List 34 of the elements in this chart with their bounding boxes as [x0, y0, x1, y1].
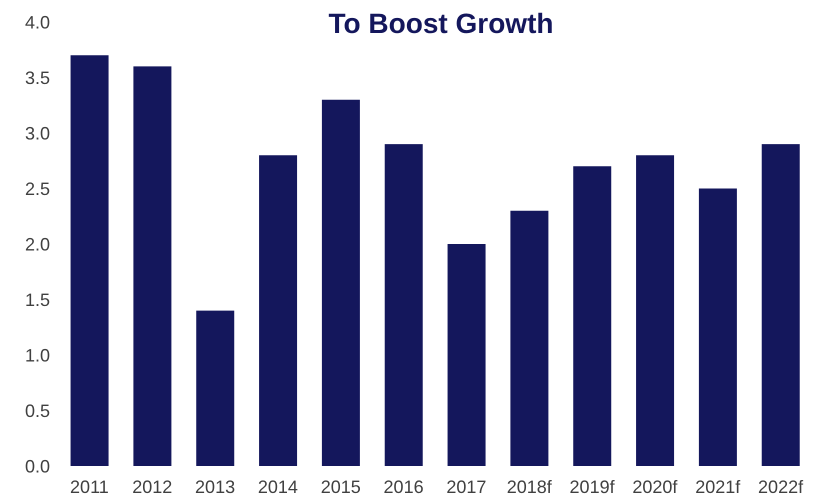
y-tick-label: 3.5 [24, 68, 50, 88]
x-tick-label: 2015 [320, 476, 361, 497]
bar [322, 100, 360, 466]
x-tick-label: 2020f [632, 476, 678, 497]
y-tick-label: 0.0 [24, 456, 50, 476]
y-tick-label: 1.5 [24, 290, 50, 310]
y-tick-label: 0.5 [24, 400, 50, 421]
bar [448, 244, 486, 466]
y-tick-label: 2.5 [24, 178, 50, 199]
y-tick-label: 3.0 [24, 123, 50, 144]
x-tick-label: 2016 [384, 476, 424, 497]
x-tick-label: 2018f [506, 476, 553, 497]
x-tick-label: 2013 [195, 476, 236, 497]
bar [384, 144, 423, 466]
y-tick-label: 1.0 [24, 345, 50, 366]
y-tick-label: 2.0 [24, 234, 50, 254]
bar [636, 155, 674, 466]
bar [70, 55, 109, 466]
x-tick-label: 2011 [70, 476, 109, 497]
bar [259, 155, 298, 466]
x-tick-label: 2019f [570, 476, 616, 497]
bar [510, 210, 548, 466]
x-tick-label: 2017 [446, 476, 486, 497]
bar [762, 144, 800, 466]
x-tick-label: 2014 [258, 476, 298, 497]
bar [133, 66, 172, 466]
bar [196, 310, 234, 466]
x-tick-label: 2012 [132, 476, 172, 497]
bar [573, 166, 612, 466]
y-tick-label: 4.0 [24, 12, 50, 32]
bar [698, 188, 737, 466]
x-tick-label: 2022f [758, 476, 804, 497]
x-tick-label: 2021f [695, 476, 742, 497]
chart-title: To Boost Growth [328, 8, 554, 40]
